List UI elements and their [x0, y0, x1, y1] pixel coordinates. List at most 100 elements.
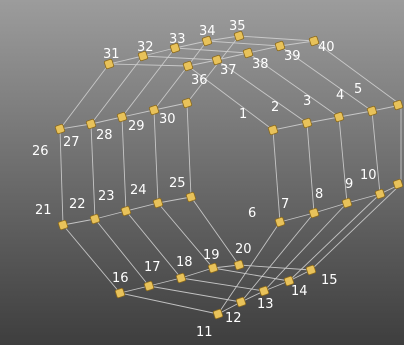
vertex-marker-24[interactable] — [152, 197, 164, 209]
vertex-30[interactable]: 30 — [159, 97, 193, 127]
vertex-label-1: 1 — [239, 107, 247, 122]
vertex-marker-36[interactable] — [182, 60, 194, 72]
vertex-17[interactable]: 17 — [143, 260, 161, 292]
vertex-marker-6[interactable] — [274, 216, 286, 228]
vertex-marker-19[interactable] — [207, 262, 219, 274]
vertex-label-34: 34 — [199, 24, 216, 39]
vertex-marker-4[interactable] — [366, 105, 378, 117]
vertex-marker-35[interactable] — [233, 30, 245, 42]
vertex-marker-25[interactable] — [185, 191, 197, 203]
vertex-label-2: 2 — [271, 100, 279, 115]
vertex-marker-30[interactable] — [181, 97, 193, 109]
vertex-4[interactable]: 4 — [336, 88, 378, 117]
vertex-marker-38[interactable] — [242, 47, 254, 59]
vertex-marker-8[interactable] — [341, 197, 353, 209]
vertex-37[interactable]: 37 — [211, 54, 237, 78]
vertex-38[interactable]: 38 — [242, 47, 269, 72]
vertex-33[interactable]: 33 — [169, 32, 186, 54]
vertex-label-16: 16 — [112, 271, 129, 286]
vertex-12[interactable]: 12 — [225, 296, 247, 326]
vertex-7[interactable]: 7 — [281, 197, 320, 219]
vertex-marker-11[interactable] — [212, 308, 224, 320]
vertex-27[interactable]: 27 — [63, 118, 97, 150]
vertex-21[interactable]: 21 — [35, 203, 69, 231]
vertex-26[interactable]: 26 — [32, 123, 66, 159]
vertex-marker-16[interactable] — [114, 287, 126, 299]
vertex-marker-3[interactable] — [333, 111, 345, 123]
edge-32-33 — [142, 47, 176, 57]
vertex-22[interactable]: 22 — [69, 197, 101, 225]
vertex-label-27: 27 — [63, 135, 80, 150]
vertex-marker-7[interactable] — [308, 207, 320, 219]
vertex-marker-2[interactable] — [301, 117, 313, 129]
vertex-6[interactable]: 6 — [248, 206, 286, 228]
vertex-2[interactable]: 2 — [271, 100, 313, 129]
vertex-marker-9[interactable] — [374, 188, 386, 200]
vertex-35[interactable]: 35 — [229, 19, 246, 42]
vertex-marker-18[interactable] — [175, 272, 187, 284]
vertex-marker-27[interactable] — [85, 118, 97, 130]
vertex-24[interactable]: 24 — [130, 183, 164, 209]
edge-26-27 — [59, 123, 92, 130]
vertex-10[interactable]: 10 — [360, 168, 404, 190]
vertex-marker-15[interactable] — [305, 264, 317, 276]
vertex-marker-33[interactable] — [169, 42, 181, 54]
vertex-marker-14[interactable] — [283, 275, 295, 287]
vertex-marker-26[interactable] — [54, 123, 66, 135]
edge-3-8 — [338, 116, 348, 204]
vertex-marker-10[interactable] — [392, 178, 404, 190]
vertex-marker-13[interactable] — [258, 285, 270, 297]
vertex-marker-40[interactable] — [308, 35, 320, 47]
vertex-8[interactable]: 8 — [315, 187, 353, 209]
vertex-marker-39[interactable] — [274, 40, 286, 52]
vertex-marker-37[interactable] — [211, 54, 223, 66]
vertex-marker-28[interactable] — [116, 111, 128, 123]
vertex-label-3: 3 — [303, 94, 311, 109]
edge-18-19 — [180, 267, 214, 279]
edge-7-12 — [240, 212, 315, 303]
edge-25-30 — [186, 102, 192, 198]
vertex-28[interactable]: 28 — [96, 111, 128, 143]
vertex-marker-29[interactable] — [148, 104, 160, 116]
vertex-marker-20[interactable] — [233, 259, 245, 271]
vertex-25[interactable]: 25 — [169, 176, 197, 203]
vertex-label-40: 40 — [318, 40, 335, 55]
vertex-label-38: 38 — [252, 57, 269, 72]
edge-38-39 — [247, 45, 281, 54]
vertex-9[interactable]: 9 — [345, 177, 386, 200]
vertex-marker-1[interactable] — [267, 124, 279, 136]
vertex-marker-34[interactable] — [201, 35, 213, 47]
vertex-3[interactable]: 3 — [303, 94, 345, 123]
vertex-39[interactable]: 39 — [274, 40, 301, 64]
vertex-marker-23[interactable] — [120, 205, 132, 217]
vertex-16[interactable]: 16 — [112, 271, 129, 299]
vertex-marker-12[interactable] — [235, 296, 247, 308]
vertex-23[interactable]: 23 — [98, 189, 132, 217]
vertex-20[interactable]: 20 — [233, 242, 252, 271]
vertex-marker-31[interactable] — [103, 58, 115, 70]
vertex-label-31: 31 — [103, 47, 120, 62]
vertex-36[interactable]: 36 — [182, 60, 208, 88]
vertex-19[interactable]: 19 — [203, 248, 220, 274]
vertex-40[interactable]: 40 — [308, 35, 335, 55]
vertex-marker-22[interactable] — [89, 213, 101, 225]
edge-7-8 — [313, 202, 348, 214]
vertex-marker-32[interactable] — [137, 50, 149, 62]
vertex-13[interactable]: 13 — [257, 285, 274, 312]
vertex-marker-17[interactable] — [143, 280, 155, 292]
vertex-marker-21[interactable] — [57, 219, 69, 231]
vertex-32[interactable]: 32 — [137, 40, 154, 62]
edge-37-2 — [216, 59, 308, 124]
vertex-1[interactable]: 1 — [239, 107, 279, 136]
vertex-14[interactable]: 14 — [283, 275, 308, 299]
vertex-11[interactable]: 11 — [196, 308, 224, 340]
edge-13-14 — [263, 280, 290, 292]
vertex-31[interactable]: 31 — [103, 47, 120, 70]
edge-1-2 — [272, 122, 308, 131]
vertex-34[interactable]: 34 — [199, 24, 216, 47]
vertex-18[interactable]: 18 — [175, 255, 193, 284]
vertex-5[interactable]: 5 — [354, 82, 404, 111]
vertex-29[interactable]: 29 — [128, 104, 160, 134]
vertex-15[interactable]: 15 — [305, 264, 338, 288]
vertex-marker-5[interactable] — [392, 99, 404, 111]
